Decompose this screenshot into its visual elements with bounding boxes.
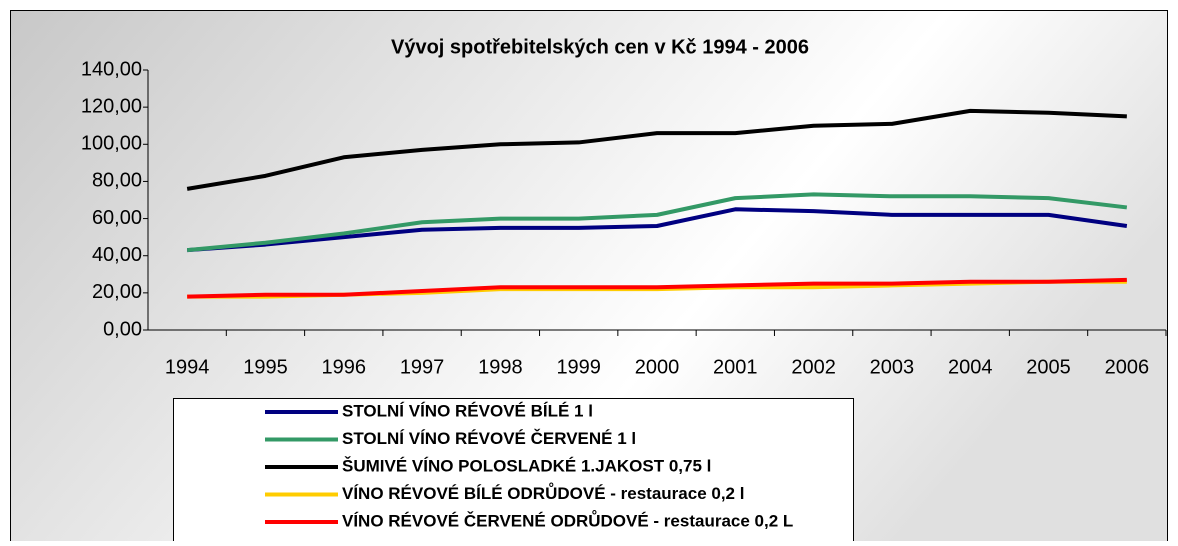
x-tick-label: 1994 [165,356,210,378]
series-line [187,277,1127,299]
chart-title: Vývoj spotřebitelských cen v Kč 1994 - 2… [391,36,809,58]
x-tick-label: 1999 [556,356,601,378]
y-tick-label: 120,00 [81,95,142,117]
legend-label: ŠUMIVÉ VÍNO POLOSLADKÉ 1.JAKOST 0,75 l [342,456,711,475]
x-tick-label: 2004 [948,356,993,378]
x-tick-label: 2006 [1105,356,1150,378]
series-line [186,192,1128,253]
legend-label: STOLNÍ VÍNO RÉVOVÉ BÍLÉ 1 l [342,401,593,420]
x-tick-label: 1997 [400,356,445,378]
y-tick-label: 40,00 [92,244,142,266]
x-tick-label: 1996 [322,356,367,378]
series-line [186,108,1127,191]
y-tick-label: 0,00 [103,318,142,340]
x-tick-label: 2002 [791,356,836,378]
y-tick-label: 140,00 [81,58,142,80]
legend-label: STOLNÍ VÍNO RÉVOVÉ ČERVENÉ 1 l [342,429,636,448]
y-tick-label: 60,00 [92,207,142,229]
legend-label: VÍNO RÉVOVÉ BÍLÉ ODRŮDOVÉ - restaurace 0… [342,483,744,503]
series-line [187,207,1128,253]
x-tick-label: 2005 [1026,356,1071,378]
x-tick-label: 1998 [478,356,523,378]
legend-label: VÍNO RÉVOVÉ ČERVENÉ ODRŮDOVÉ - restaurac… [342,510,793,530]
y-tick-label: 20,00 [92,281,142,303]
x-tick-label: 2003 [870,356,915,378]
x-tick-label: 2000 [635,356,680,378]
y-tick-label: 80,00 [92,170,142,192]
y-tick-label: 100,00 [81,133,142,155]
x-tick-label: 2001 [713,356,758,378]
x-tick-label: 1995 [243,356,288,378]
